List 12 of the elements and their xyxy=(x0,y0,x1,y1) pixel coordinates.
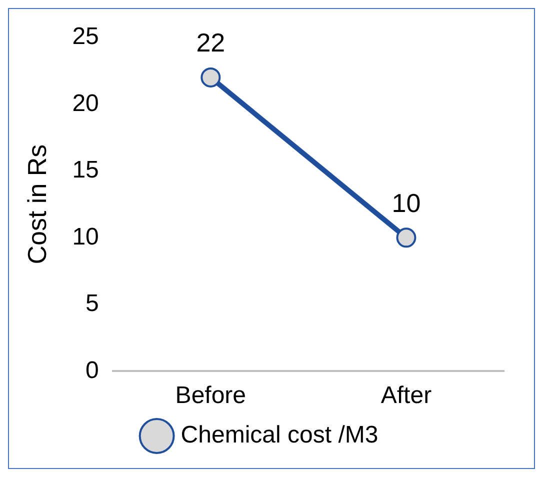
y-tick-label: 25 xyxy=(72,23,99,50)
y-tick-label: 0 xyxy=(86,356,99,384)
x-tick-label: After xyxy=(380,382,432,410)
legend-label: Chemical cost /M3 xyxy=(180,422,378,449)
data-label: 22 xyxy=(196,28,226,58)
y-tick-label: 5 xyxy=(86,290,99,318)
y-tick-label: 10 xyxy=(72,223,99,250)
y-tick-label: 20 xyxy=(72,90,99,117)
y-axis-title: Cost in Rs xyxy=(22,144,52,264)
y-tick-label: 15 xyxy=(72,156,99,184)
data-label: 10 xyxy=(392,188,421,218)
x-tick-label: Before xyxy=(175,382,246,410)
